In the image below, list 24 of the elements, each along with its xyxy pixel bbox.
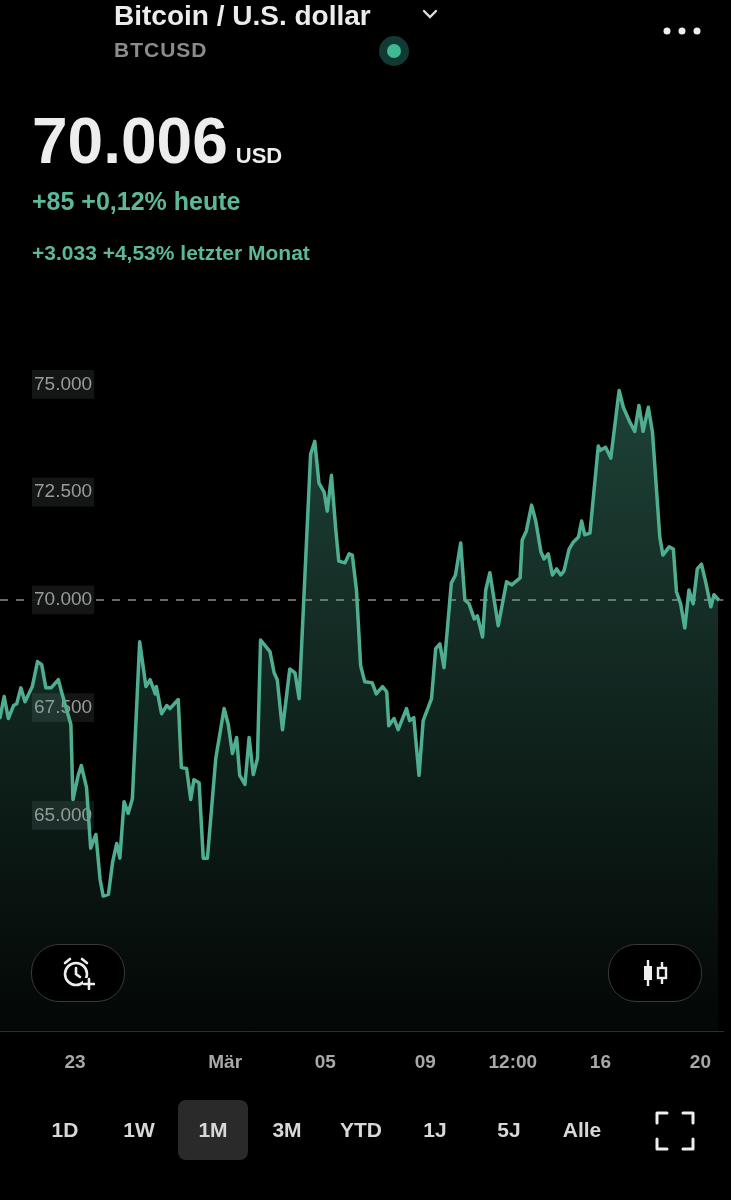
text: Alle [561, 1117, 603, 1143]
text: 3M [271, 1117, 303, 1143]
text: 70.006 [32, 105, 228, 177]
y-tick-label: 70.000 [34, 588, 93, 610]
x-tick-label: Mär [208, 1050, 243, 1072]
text: USD [235, 143, 283, 168]
text: 1W [122, 1117, 156, 1143]
text: 5J [496, 1117, 522, 1143]
chart-subtitle: BTCUSD [114, 38, 208, 62]
text: YTD [339, 1117, 383, 1143]
x-tick-label: 20 [689, 1050, 711, 1072]
x-tick-label: 16 [589, 1050, 611, 1072]
text: 1M [178, 1100, 248, 1160]
text: +85 +0,12% heute [32, 187, 241, 216]
text: +3.033 +4,53% letzter Monat [32, 241, 310, 265]
x-tick-label: 09 [414, 1050, 436, 1072]
x-tick-label: 12:00 [488, 1050, 538, 1072]
y-tick-label: 75.000 [34, 372, 93, 394]
x-tick-label: 05 [314, 1050, 337, 1072]
chart-title: Bitcoin / U.S. dollar [114, 0, 371, 32]
x-tick-label: 23 [64, 1050, 86, 1072]
text: 1D [50, 1117, 80, 1143]
y-tick-label: 72.500 [34, 480, 93, 502]
text: 1J [422, 1117, 448, 1143]
